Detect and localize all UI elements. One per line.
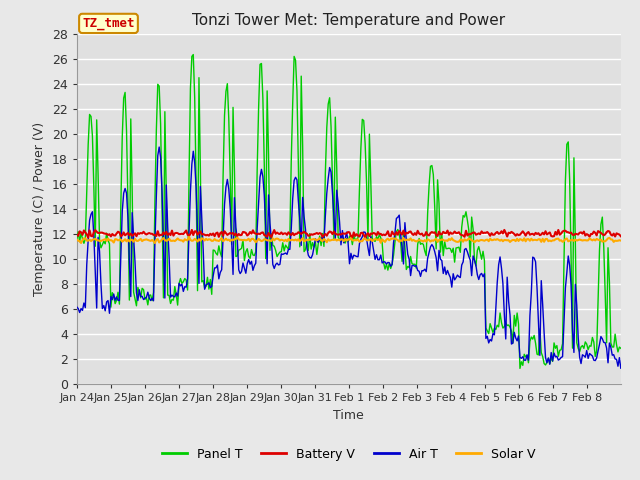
Legend: Panel T, Battery V, Air T, Solar V: Panel T, Battery V, Air T, Solar V xyxy=(157,443,541,466)
X-axis label: Time: Time xyxy=(333,408,364,421)
Y-axis label: Temperature (C) / Power (V): Temperature (C) / Power (V) xyxy=(33,122,46,296)
Text: TZ_tmet: TZ_tmet xyxy=(82,17,135,30)
Title: Tonzi Tower Met: Temperature and Power: Tonzi Tower Met: Temperature and Power xyxy=(192,13,506,28)
